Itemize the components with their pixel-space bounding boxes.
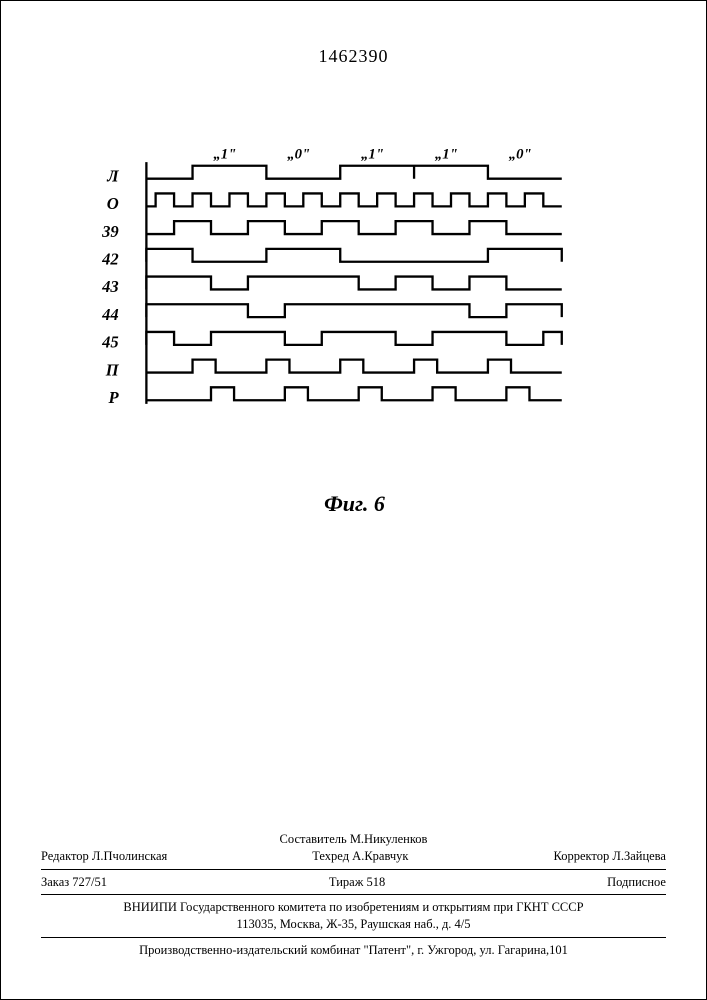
bit-label: „0" <box>509 146 532 162</box>
bit-label: „1" <box>361 146 384 162</box>
waveform-row <box>146 166 561 179</box>
waveform-row <box>146 387 561 400</box>
bit-label: „1" <box>435 146 458 162</box>
figure-caption: Фиг. 6 <box>1 491 707 517</box>
row-label: П <box>105 360 120 379</box>
row-label: 44 <box>101 305 119 324</box>
waveform-row <box>146 360 561 373</box>
row-label: Л <box>106 166 119 185</box>
bit-label: „0" <box>287 146 310 162</box>
waveform-row <box>146 332 561 345</box>
row-label: Р <box>108 388 120 407</box>
timing-svg: „1" „0" „1" „1" „0" ЛО 39 42 43 44 45 ПР <box>91 131 571 471</box>
tech-editor-line: Техред А.Кравчук <box>312 848 408 865</box>
waveform-row <box>146 193 561 206</box>
editor-line: Редактор Л.Пчолинская <box>41 848 167 865</box>
committee-line-1: ВНИИПИ Государственного комитета по изоб… <box>41 899 666 916</box>
row-label: 42 <box>101 250 119 269</box>
footer-block: Составитель М.Никуленков Редактор Л.Пчол… <box>41 831 666 959</box>
page: 1462390 „1" „0" „1" „1" „0" ЛО 39 42 43 44 45 ПР Фи… <box>0 0 707 1000</box>
order-line: Заказ 727/51 <box>41 874 107 891</box>
timing-diagram: „1" „0" „1" „1" „0" ЛО 39 42 43 44 45 ПР <box>91 131 571 476</box>
waveform-row <box>146 221 561 234</box>
circulation-line: Тираж 518 <box>329 874 385 891</box>
waveform-row <box>146 277 561 290</box>
waveform-row <box>146 304 561 317</box>
compiler-line: Составитель М.Никуленков <box>41 831 666 848</box>
bit-label: „1" <box>213 146 236 162</box>
row-label: О <box>107 194 119 213</box>
document-number: 1462390 <box>1 46 706 67</box>
corrector-line: Корректор Л.Зайцева <box>554 848 666 865</box>
waveform-row <box>146 249 561 262</box>
row-label: 39 <box>101 222 119 241</box>
committee-line-2: 113035, Москва, Ж-35, Раушская наб., д. … <box>41 916 666 933</box>
press-line: Производственно-издательский комбинат "П… <box>41 942 666 959</box>
row-label: 43 <box>101 277 119 296</box>
row-label: 45 <box>101 333 119 352</box>
subscription-line: Подписное <box>607 874 666 891</box>
